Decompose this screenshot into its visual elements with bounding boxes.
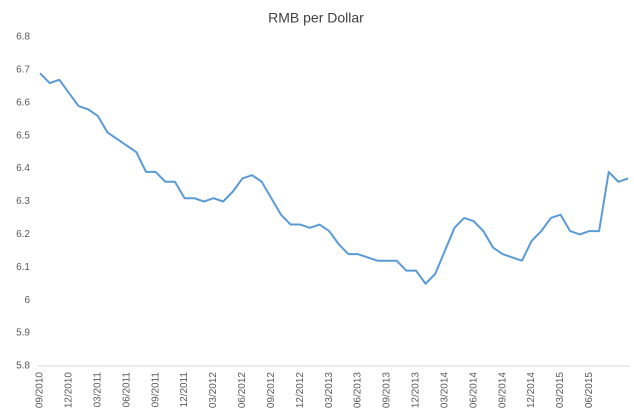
- y-tick-label: 6: [24, 295, 30, 306]
- y-tick-label: 6.6: [16, 97, 30, 108]
- y-tick-label: 6.8: [16, 32, 30, 43]
- x-tick-label: 06/2012: [237, 372, 248, 409]
- x-tick-label: 03/2014: [439, 372, 450, 409]
- data-line: [39, 72, 629, 285]
- chart-title: RMB per Dollar: [268, 10, 364, 26]
- x-tick-label: 12/2012: [295, 372, 306, 409]
- x-tick-label: 06/2014: [468, 372, 479, 409]
- x-tick-label: 12/2010: [64, 372, 75, 409]
- x-tick-label: 03/2012: [208, 372, 219, 409]
- x-tick-label: 09/2014: [497, 372, 508, 409]
- y-tick-label: 6.1: [16, 262, 30, 273]
- x-tick-label: 06/2013: [353, 372, 364, 409]
- x-tick-label: 09/2012: [266, 372, 277, 409]
- x-tick-label: 03/2015: [555, 372, 566, 409]
- x-tick-label: 12/2011: [179, 372, 190, 408]
- y-tick-label: 6.5: [16, 130, 30, 141]
- y-tick-label: 6.7: [16, 65, 30, 76]
- x-tick-label: 06/2015: [584, 372, 595, 409]
- y-tick-label: 6.4: [16, 163, 30, 174]
- y-tick-label: 6.3: [16, 196, 30, 207]
- x-tick-label: 09/2011: [150, 372, 161, 408]
- x-tick-label: 12/2014: [526, 372, 537, 409]
- x-tick-label: 09/2010: [35, 372, 46, 409]
- x-tick-label: 03/2011: [92, 372, 103, 408]
- y-tick-label: 5.9: [16, 328, 30, 339]
- y-tick-label: 6.2: [16, 229, 30, 240]
- x-tick-label: 09/2013: [382, 372, 393, 409]
- x-tick-label: 06/2011: [121, 372, 132, 408]
- x-tick-label: 12/2013: [411, 372, 422, 409]
- y-tick-label: 5.8: [16, 361, 30, 372]
- x-tick-label: 03/2013: [324, 372, 335, 409]
